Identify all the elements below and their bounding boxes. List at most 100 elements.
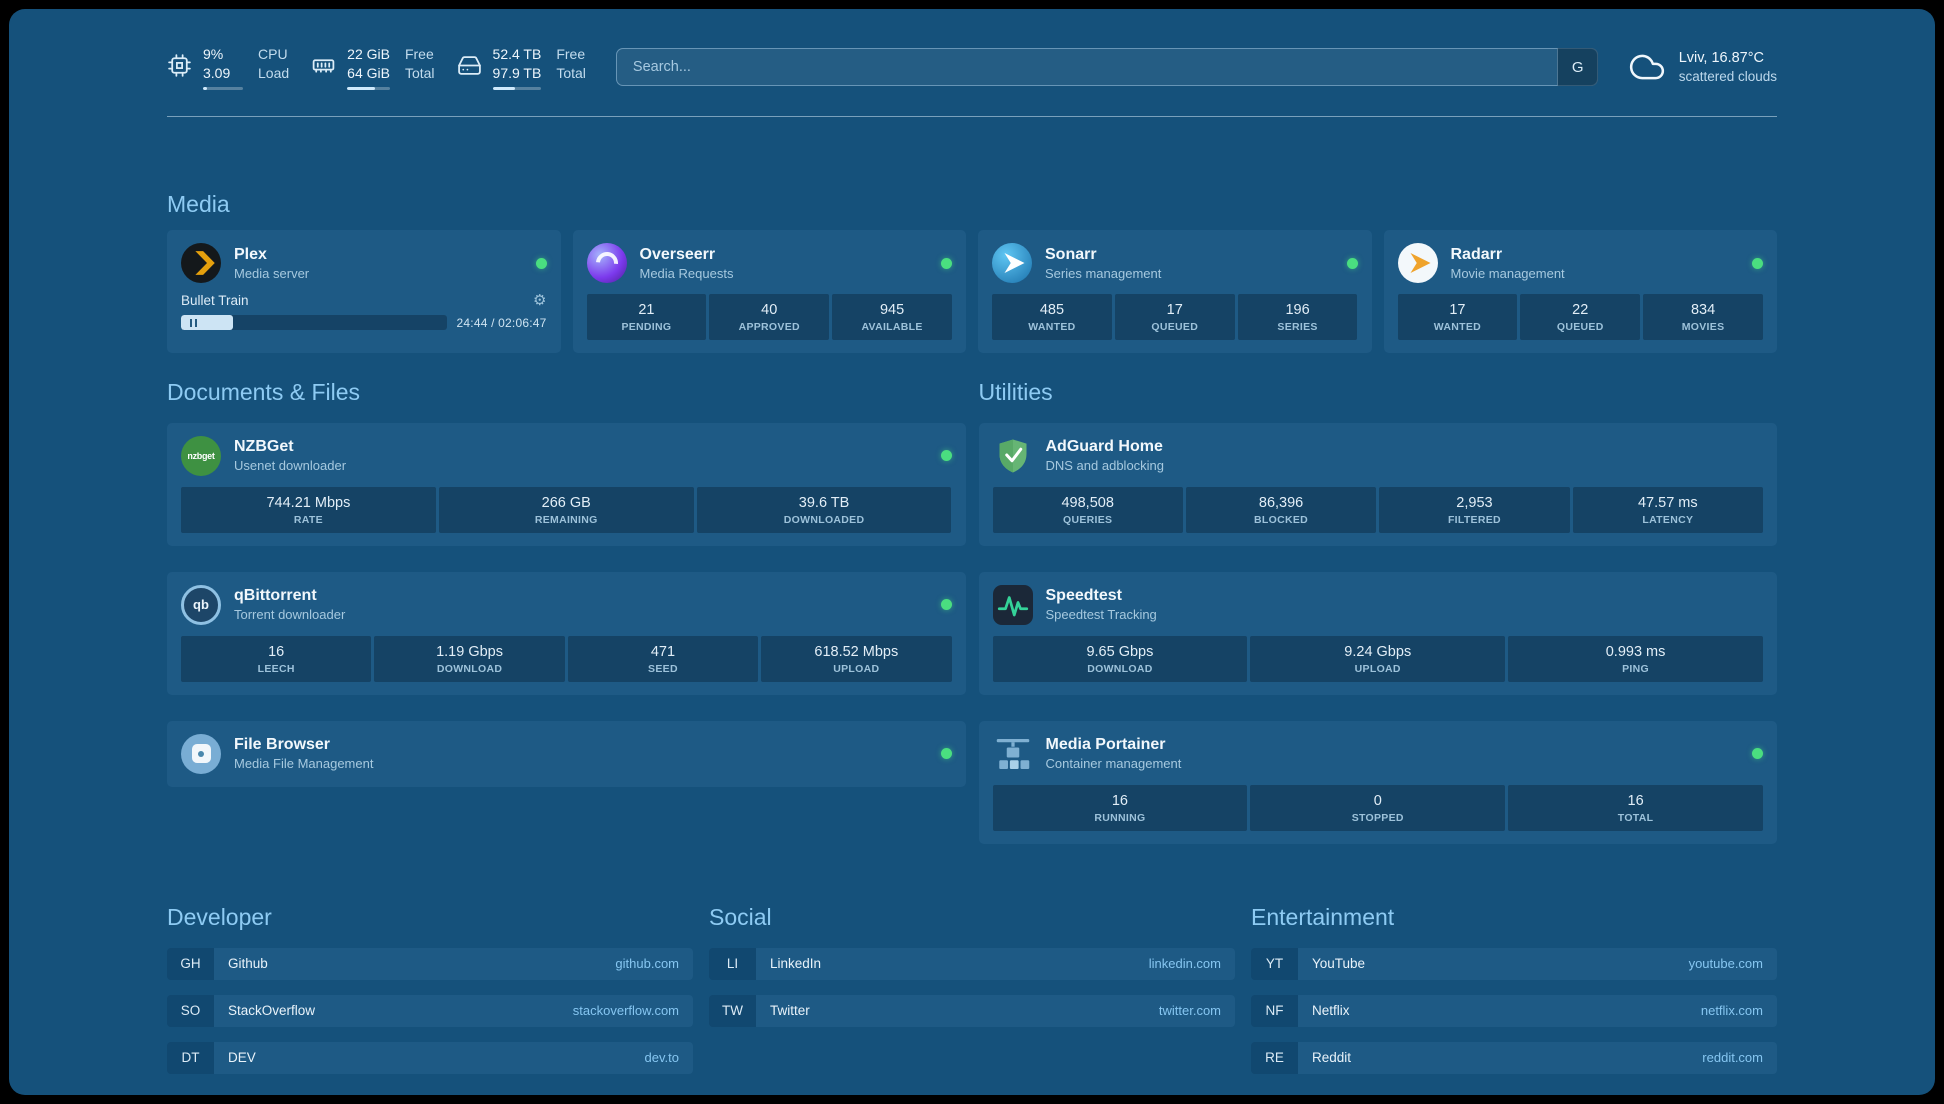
media-card-grid: Plex Media server Bullet Train ⚙ xyxy=(167,230,1777,354)
bookmark-url: dev.to xyxy=(644,1050,679,1066)
bookmark-linkedin[interactable]: LI LinkedIn linkedin.com xyxy=(709,947,1235,980)
bookmark-twitter[interactable]: TW Twitter twitter.com xyxy=(709,994,1235,1027)
search-input[interactable] xyxy=(615,48,1598,87)
bookmark-netflix[interactable]: NF Netflix netflix.com xyxy=(1251,994,1777,1027)
bookmark-url: netflix.com xyxy=(1700,1003,1763,1019)
cpu-label: CPU xyxy=(258,46,288,62)
card-header: Media Portainer Container management xyxy=(993,734,1763,774)
bookmark-name: Netflix xyxy=(1312,1003,1350,1019)
cpu-widget: 9% 3.09 CPU Load xyxy=(167,45,289,90)
memory-total-label: Total xyxy=(404,64,435,81)
bookmark-abbr: DT xyxy=(167,1041,214,1074)
app-card-plex[interactable]: Plex Media server Bullet Train ⚙ xyxy=(167,230,561,354)
section-title-documents: Documents & Files xyxy=(167,379,361,406)
card-header: Plex Media server xyxy=(181,243,547,284)
bookmark-abbr: GH xyxy=(167,947,214,980)
pause-icon[interactable] xyxy=(190,318,197,327)
stat-running: 16 RUNNING xyxy=(992,784,1248,831)
app-meta: Sonarr Series management xyxy=(1045,246,1334,281)
stat-leech: 16 LEECH xyxy=(181,635,372,682)
bookmark-group-title: Social xyxy=(709,903,772,930)
app-name: qBittorrent xyxy=(234,587,317,605)
status-online-dot xyxy=(940,748,952,760)
stat-upload: 9.24 Gbps UPLOAD xyxy=(1250,635,1506,682)
app-name: AdGuard Home xyxy=(1045,438,1163,456)
weather-condition: scattered clouds xyxy=(1678,69,1777,85)
bookmark-youtube[interactable]: YT YouTube youtube.com xyxy=(1251,947,1777,980)
status-online-dot xyxy=(1752,748,1763,760)
app-subtitle: Series management xyxy=(1045,265,1162,281)
card-header: AdGuard Home DNS and adblocking xyxy=(993,436,1764,476)
app-name: File Browser xyxy=(234,736,331,754)
app-card-sonarr[interactable]: Sonarr Series management 485 WANTED 17 Q… xyxy=(978,230,1372,354)
bookmark-reddit[interactable]: RE Reddit reddit.com xyxy=(1251,1041,1777,1074)
settings-gear-icon[interactable]: ⚙ xyxy=(533,292,547,310)
memory-widget: 22 GiB 64 GiB Free Total xyxy=(311,45,435,90)
app-meta: AdGuard Home DNS and adblocking xyxy=(1046,438,1764,473)
topbar: 9% 3.09 CPU Load 22 GiB xyxy=(167,45,1777,90)
radarr-icon xyxy=(1397,243,1438,284)
disk-icon xyxy=(457,53,482,78)
memory-icon xyxy=(311,53,336,78)
disk-total-label: Total xyxy=(556,64,586,81)
app-subtitle: Container management xyxy=(1045,756,1182,772)
stat-download: 9.65 Gbps DOWNLOAD xyxy=(992,635,1248,682)
bookmark-url: stackoverflow.com xyxy=(572,1003,679,1019)
stats-row: 9.65 Gbps DOWNLOAD 9.24 Gbps UPLOAD 0.99… xyxy=(992,635,1764,682)
disk-total: 97.9 TB xyxy=(492,64,542,81)
disk-widget: 52.4 TB 97.9 TB Free Total xyxy=(457,45,586,90)
section-utilities: Utilities AdGuard Home DNS and adblockin… xyxy=(978,379,1777,844)
memory-free-label: Free xyxy=(404,46,434,62)
stat-total: 16 TOTAL xyxy=(1508,784,1763,831)
bookmarks-section: Developer GH Github github.com SO StackOv… xyxy=(167,904,1777,1095)
app-card-overseerr[interactable]: Overseerr Media Requests 21 PENDING 40 A… xyxy=(572,230,966,354)
search-bar: G xyxy=(615,48,1598,87)
cpu-percent: 9% xyxy=(203,46,224,62)
weather-location: Lviv, 16.87°C xyxy=(1678,50,1765,67)
topbar-divider xyxy=(167,115,1777,117)
disk-free-label: Free xyxy=(556,46,586,62)
bookmark-name: StackOverflow xyxy=(228,1003,316,1019)
bookmark-dev[interactable]: DT DEV dev.to xyxy=(167,1041,693,1074)
app-meta: Media Portainer Container management xyxy=(1046,736,1740,771)
playback-time: 24:44 / 02:06:47 xyxy=(456,315,547,330)
app-card-adguard[interactable]: AdGuard Home DNS and adblocking 498,508 … xyxy=(978,422,1777,546)
card-header: Speedtest Speedtest Tracking xyxy=(992,584,1764,625)
bookmark-group-developer: Developer GH Github github.com SO StackOv… xyxy=(167,904,693,1074)
app-meta: Radarr Movie management xyxy=(1451,246,1740,281)
app-card-portainer[interactable]: Media Portainer Container management 16 … xyxy=(978,720,1777,844)
section-title-media: Media xyxy=(167,190,230,217)
search-provider-button[interactable]: G xyxy=(1556,48,1598,87)
plex-icon xyxy=(181,243,221,284)
app-card-nzbget[interactable]: nzbget NZBGet Usenet downloader 744.21 M… xyxy=(167,422,966,546)
stat-remaining: 266 GB REMAINING xyxy=(438,486,694,533)
stat-movies: 834 MOVIES xyxy=(1643,294,1763,341)
app-meta: NZBGet Usenet downloader xyxy=(234,438,928,473)
app-card-speedtest[interactable]: Speedtest Speedtest Tracking 9.65 Gbps D… xyxy=(978,571,1777,695)
stat-series: 196 SERIES xyxy=(1237,294,1358,341)
app-subtitle: Media File Management xyxy=(234,756,374,772)
bookmark-stackoverflow[interactable]: SO StackOverflow stackoverflow.com xyxy=(167,994,693,1027)
memory-readout: 22 GiB 64 GiB Free Total xyxy=(347,45,435,90)
bookmark-abbr: RE xyxy=(1251,1041,1298,1074)
app-name: Speedtest xyxy=(1045,587,1122,605)
playback-progress-bar[interactable] xyxy=(181,315,447,331)
app-card-qbittorrent[interactable]: qb qBittorrent Torrent downloader 16 LEE… xyxy=(167,571,966,695)
qbittorrent-icon: qb xyxy=(181,584,221,625)
bookmark-url: reddit.com xyxy=(1702,1050,1763,1066)
nzbget-icon: nzbget xyxy=(181,435,221,476)
app-subtitle: Movie management xyxy=(1450,265,1565,281)
bookmark-github[interactable]: GH Github github.com xyxy=(167,947,693,980)
bookmark-abbr: TW xyxy=(709,994,756,1027)
app-name: Plex xyxy=(234,245,267,263)
bookmark-name: LinkedIn xyxy=(770,956,822,972)
status-online-dot xyxy=(535,257,547,269)
stat-upload: 618.52 Mbps UPLOAD xyxy=(761,635,952,682)
app-subtitle: Usenet downloader xyxy=(234,458,347,474)
app-card-filebrowser[interactable]: File Browser Media File Management xyxy=(167,720,966,787)
bookmark-abbr: LI xyxy=(709,947,756,980)
app-card-radarr[interactable]: Radarr Movie management 17 WANTED 22 QUE… xyxy=(1383,230,1777,354)
stat-queued: 17 QUEUED xyxy=(1114,294,1235,341)
app-name: Media Portainer xyxy=(1045,736,1166,754)
resource-widgets: 9% 3.09 CPU Load 22 GiB xyxy=(167,45,586,90)
